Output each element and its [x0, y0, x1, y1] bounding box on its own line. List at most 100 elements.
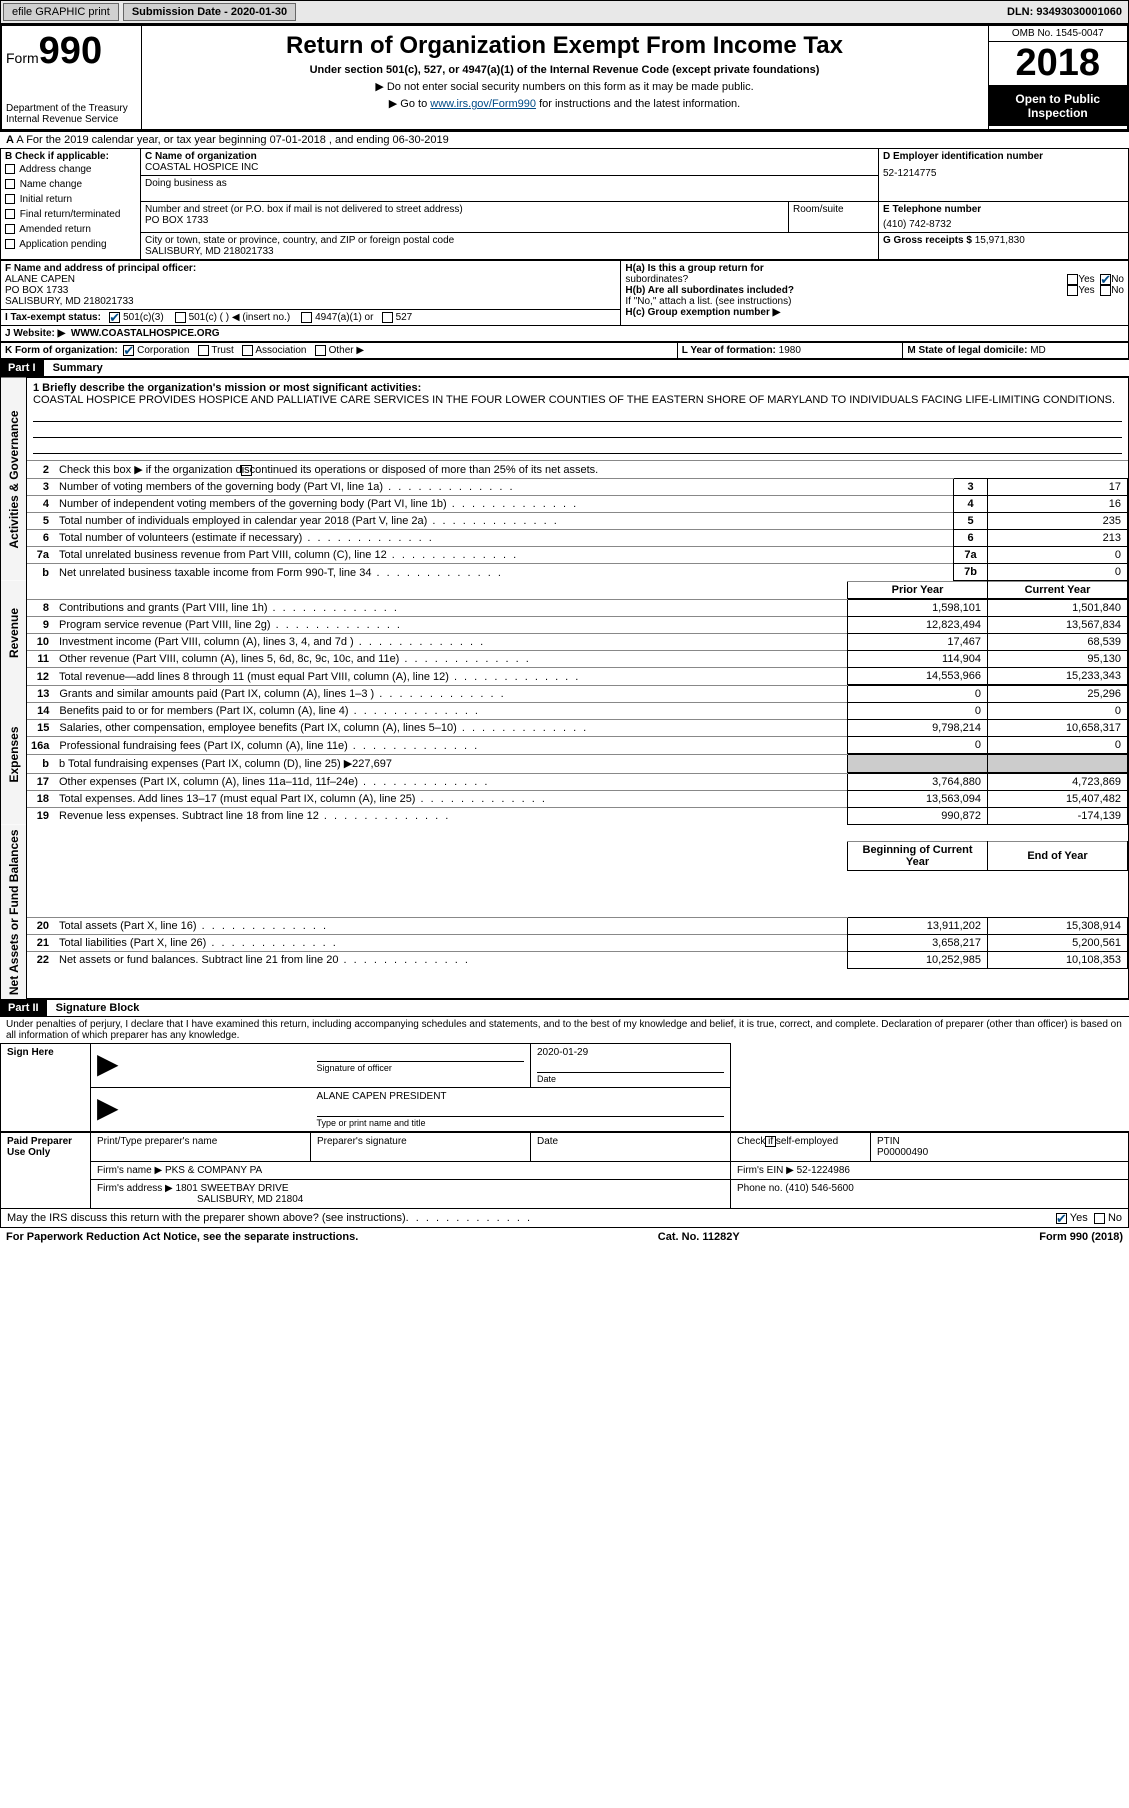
- ein-value: 52-1214775: [883, 162, 1124, 185]
- sig-date: 2020-01-29: [537, 1047, 724, 1058]
- street-address: PO BOX 1733: [145, 215, 784, 226]
- ha-yes-checkbox[interactable]: [1067, 274, 1078, 285]
- discuss-no-checkbox[interactable]: [1094, 1213, 1105, 1224]
- row-j-label: J Website: ▶: [5, 328, 65, 339]
- klm-row: K Form of organization: Corporation Trus…: [0, 342, 1129, 359]
- box-f-label: F Name and address of principal officer:: [5, 263, 616, 274]
- summary-line: 5Total number of individuals employed in…: [27, 513, 1128, 530]
- boxb-checkbox[interactable]: [5, 179, 15, 189]
- tax-year-range: A A For the 2019 calendar year, or tax y…: [0, 131, 1129, 148]
- goto-post: for instructions and the latest informat…: [536, 98, 740, 110]
- summary-line: 8Contributions and grants (Part VIII, li…: [27, 600, 1128, 617]
- ptin-value: P00000490: [877, 1147, 1122, 1158]
- row-l-label: L Year of formation:: [682, 345, 776, 356]
- boxb-checkbox[interactable]: [5, 239, 15, 249]
- firm-addr1: 1801 SWEETBAY DRIVE: [176, 1183, 289, 1194]
- officer-addr1: PO BOX 1733: [5, 285, 616, 296]
- 527-checkbox[interactable]: [382, 312, 393, 323]
- discuss-yes: Yes: [1070, 1212, 1088, 1224]
- signature-block: Sign Here ▶ Signature of officer 2020-01…: [0, 1043, 1129, 1209]
- omb-number: OMB No. 1545-0047: [989, 26, 1128, 42]
- part2-tag: Part II: [0, 1000, 47, 1016]
- discuss-no: No: [1108, 1212, 1122, 1224]
- summary-line: 7aTotal unrelated business revenue from …: [27, 547, 1128, 564]
- col-end: End of Year: [988, 842, 1128, 871]
- summary-line: 18Total expenses. Add lines 13–17 (must …: [27, 790, 1128, 807]
- boxb-checkbox[interactable]: [5, 224, 15, 234]
- discuss-yes-checkbox[interactable]: [1056, 1213, 1067, 1224]
- boxb-item: Initial return: [5, 192, 136, 207]
- opt-501c3: 501(c)(3): [123, 312, 164, 323]
- opt-501c: 501(c) ( ) ◀ (insert no.): [189, 312, 291, 323]
- firm-ein: 52-1224986: [797, 1165, 850, 1176]
- opt-assoc: Association: [255, 345, 306, 356]
- summary-line: 15Salaries, other compensation, employee…: [27, 720, 1128, 737]
- paid-preparer-label: Paid Preparer Use Only: [1, 1132, 91, 1209]
- part1-tag: Part I: [0, 360, 44, 376]
- room-label: Room/suite: [793, 204, 874, 215]
- box-c-label: C Name of organization: [145, 151, 874, 162]
- assoc-checkbox[interactable]: [242, 345, 253, 356]
- col-begin: Beginning of Current Year: [848, 842, 988, 871]
- vlabel-ag: Activities & Governance: [1, 378, 27, 582]
- efile-button[interactable]: efile GRAPHIC print: [3, 3, 119, 21]
- row-k-label: K Form of organization:: [5, 345, 118, 356]
- trust-checkbox[interactable]: [198, 345, 209, 356]
- hb-yes-checkbox[interactable]: [1067, 285, 1078, 296]
- summary-line: 11Other revenue (Part VIII, column (A), …: [27, 651, 1128, 668]
- summary-line: 12Total revenue—add lines 8 through 11 (…: [27, 668, 1128, 685]
- boxb-checkbox[interactable]: [5, 194, 15, 204]
- 501c3-checkbox[interactable]: [109, 312, 120, 323]
- discuss-row: May the IRS discuss this return with the…: [0, 1209, 1129, 1228]
- 4947-checkbox[interactable]: [301, 312, 312, 323]
- boxb-item: Address change: [5, 162, 136, 177]
- summary-line: 9Program service revenue (Part VIII, lin…: [27, 617, 1128, 634]
- part1-header: Part I Summary: [0, 359, 1129, 377]
- 501c-checkbox[interactable]: [175, 312, 186, 323]
- ptin-label: PTIN: [877, 1136, 1122, 1147]
- ha-sub: subordinates?: [625, 274, 688, 285]
- form-header: Form990 Department of the Treasury Inter…: [0, 24, 1129, 131]
- boxb-item: Application pending: [5, 237, 136, 252]
- ssn-note: ▶ Do not enter social security numbers o…: [148, 80, 982, 93]
- vlabel-exp: Expenses: [1, 685, 27, 825]
- state-domicile: MD: [1030, 345, 1046, 356]
- open-public-2: Inspection: [991, 106, 1126, 120]
- website-value: WWW.COASTALHOSPICE.ORG: [71, 328, 220, 339]
- summary-line: 16aProfessional fundraising fees (Part I…: [27, 737, 1128, 754]
- ha-no-checkbox[interactable]: [1100, 274, 1111, 285]
- type-name-label: Type or print name and title: [317, 1116, 725, 1128]
- officer-name: ALANE CAPEN: [5, 274, 616, 285]
- firm-ein-label: Firm's EIN ▶: [737, 1165, 794, 1176]
- summary-line: 14Benefits paid to or for members (Part …: [27, 703, 1128, 720]
- opt-527: 527: [396, 312, 413, 323]
- officer-group-block: F Name and address of principal officer:…: [0, 260, 1129, 342]
- gross-receipts: 15,971,830: [975, 235, 1025, 246]
- row-a-text: A For the 2019 calendar year, or tax yea…: [16, 134, 448, 146]
- corp-checkbox[interactable]: [123, 345, 134, 356]
- summary-line: 17Other expenses (Part IX, column (A), l…: [27, 773, 1128, 790]
- boxb-item: Amended return: [5, 222, 136, 237]
- boxb-checkbox[interactable]: [5, 164, 15, 174]
- other-checkbox[interactable]: [315, 345, 326, 356]
- sig-officer-label: Signature of officer: [317, 1061, 525, 1073]
- box-d-label: D Employer identification number: [883, 151, 1124, 162]
- l16b-label: b Total fundraising expenses (Part IX, c…: [59, 758, 352, 770]
- boxb-checkbox[interactable]: [5, 209, 15, 219]
- boxb-item: Final return/terminated: [5, 207, 136, 222]
- opt-corp: Corporation: [137, 345, 189, 356]
- print-name-label: Print/Type preparer's name: [91, 1132, 311, 1162]
- irs-label: Internal Revenue Service: [6, 114, 137, 125]
- col-current: Current Year: [988, 582, 1128, 599]
- irs-link[interactable]: www.irs.gov/Form990: [430, 98, 536, 110]
- summary-line: 4Number of independent voting members of…: [27, 496, 1128, 513]
- l2-checkbox[interactable]: [241, 465, 252, 476]
- footer-left: For Paperwork Reduction Act Notice, see …: [6, 1231, 358, 1243]
- yes-label-2: Yes: [1078, 285, 1094, 296]
- self-employed-checkbox[interactable]: [765, 1136, 776, 1147]
- year-formation: 1980: [779, 345, 801, 356]
- firm-addr2: SALISBURY, MD 21804: [97, 1194, 303, 1205]
- ha-label: H(a) Is this a group return for: [625, 263, 763, 274]
- city-label: City or town, state or province, country…: [145, 235, 874, 246]
- no-label: No: [1111, 274, 1124, 285]
